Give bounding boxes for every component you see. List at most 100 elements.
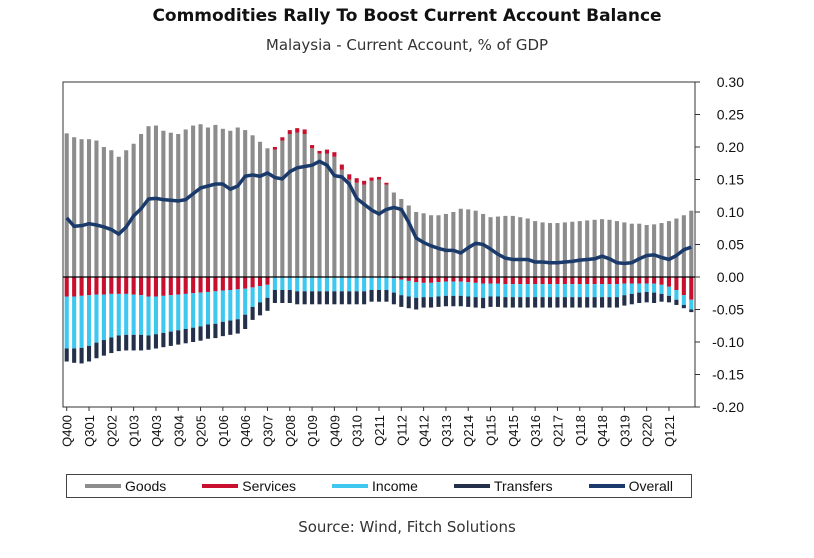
legend-label-services: Services — [242, 478, 296, 494]
bar-transfers — [362, 291, 367, 305]
bar-transfers — [391, 292, 396, 305]
bar-services — [518, 277, 523, 285]
bar-services — [451, 277, 456, 282]
bar-transfers — [205, 324, 211, 339]
bar-services — [644, 277, 649, 284]
bar-income — [161, 295, 166, 333]
bar-goods — [414, 212, 419, 277]
y-tick-label: -0.10 — [712, 334, 744, 350]
bar-goods — [332, 156, 337, 277]
legend-swatch-services — [202, 484, 239, 488]
bar-transfers — [161, 332, 166, 348]
bar-income — [94, 294, 99, 343]
y-tick-label: 0.00 — [717, 269, 744, 285]
x-tick-label: Q211 — [372, 415, 387, 446]
bar-transfers — [503, 297, 508, 308]
bar-services — [473, 277, 478, 283]
bar-goods — [570, 221, 575, 277]
bar-services — [205, 277, 211, 292]
bar-transfers — [622, 295, 627, 306]
bar-transfers — [86, 345, 92, 362]
bar-goods — [614, 221, 619, 277]
bar-goods — [540, 222, 545, 277]
bar-goods — [101, 147, 106, 277]
bar-income — [243, 288, 248, 315]
bar-transfers — [481, 297, 486, 309]
x-tick-label: Q103 — [127, 415, 142, 447]
bar-income — [362, 277, 367, 292]
bar-services — [570, 277, 575, 285]
bar-services — [540, 277, 545, 285]
bar-services — [139, 277, 144, 296]
x-tick-label: Q115 — [484, 415, 499, 446]
bar-income — [570, 284, 575, 298]
x-tick-label: Q316 — [528, 415, 543, 447]
bar-services — [421, 277, 426, 283]
bar-goods — [339, 169, 344, 277]
bar-services — [153, 277, 158, 297]
bar-income — [555, 284, 560, 298]
bar-income — [488, 283, 493, 297]
bar-transfers — [451, 295, 456, 307]
bar-services — [622, 277, 627, 284]
bar-goods — [399, 199, 404, 277]
bar-income — [644, 283, 649, 292]
bar-transfers — [198, 326, 203, 341]
bar-income — [451, 281, 456, 296]
bar-income — [116, 293, 121, 336]
bar-transfers — [570, 297, 575, 308]
x-tick-label: Q412 — [417, 415, 432, 447]
bar-services — [86, 277, 92, 296]
bar-services — [109, 277, 114, 294]
bar-goods — [161, 130, 166, 277]
bar-transfers — [585, 297, 590, 308]
bar-services — [510, 277, 515, 285]
bar-income — [637, 283, 642, 293]
bar-transfers — [562, 297, 567, 308]
legend-label-overall: Overall — [628, 478, 673, 494]
bar-goods — [629, 223, 634, 277]
bar-services — [592, 277, 597, 285]
legend: Goods Services Income Transfers Overall — [66, 474, 692, 498]
bar-goods — [295, 132, 300, 277]
bar-income — [280, 277, 285, 290]
bar-services — [191, 277, 196, 294]
bar-goods — [674, 218, 679, 277]
bar-goods — [116, 156, 121, 277]
bar-goods — [131, 143, 136, 277]
bar-services — [280, 137, 285, 141]
bar-services — [362, 180, 367, 185]
bar-services — [339, 164, 344, 170]
bar-income — [191, 293, 196, 328]
bar-transfers — [473, 297, 478, 308]
bar-goods — [287, 134, 292, 277]
bar-income — [339, 277, 344, 292]
bar-transfers — [555, 297, 560, 308]
bar-goods — [317, 153, 322, 277]
bar-services — [168, 277, 173, 296]
x-tick-label: Q112 — [394, 415, 409, 446]
x-tick-label: Q310 — [350, 415, 365, 447]
bar-transfers — [429, 297, 434, 308]
bar-services — [666, 277, 672, 287]
bar-income — [681, 295, 686, 305]
bar-goods — [228, 130, 233, 277]
bar-goods — [153, 125, 158, 277]
bar-services — [213, 277, 218, 292]
bar-services — [369, 177, 374, 181]
bar-goods — [213, 124, 218, 278]
bar-income — [540, 284, 545, 298]
x-tick-label: Q418 — [595, 415, 610, 447]
bar-transfers — [265, 297, 270, 311]
chart-title: Commodities Rally To Boost Current Accou… — [152, 6, 662, 26]
bar-income — [629, 283, 634, 294]
bar-goods — [436, 215, 441, 277]
bar-services — [317, 150, 322, 154]
bar-goods — [622, 222, 627, 277]
bar-income — [146, 296, 151, 336]
bar-services — [406, 277, 411, 281]
bar-services — [547, 277, 553, 285]
bar-services — [228, 277, 233, 290]
bar-goods — [421, 213, 426, 277]
x-axis: Q400 Q301 Q202 Q103 Q403 Q304 Q205 Q106 Q406 Q307… — [60, 407, 677, 447]
